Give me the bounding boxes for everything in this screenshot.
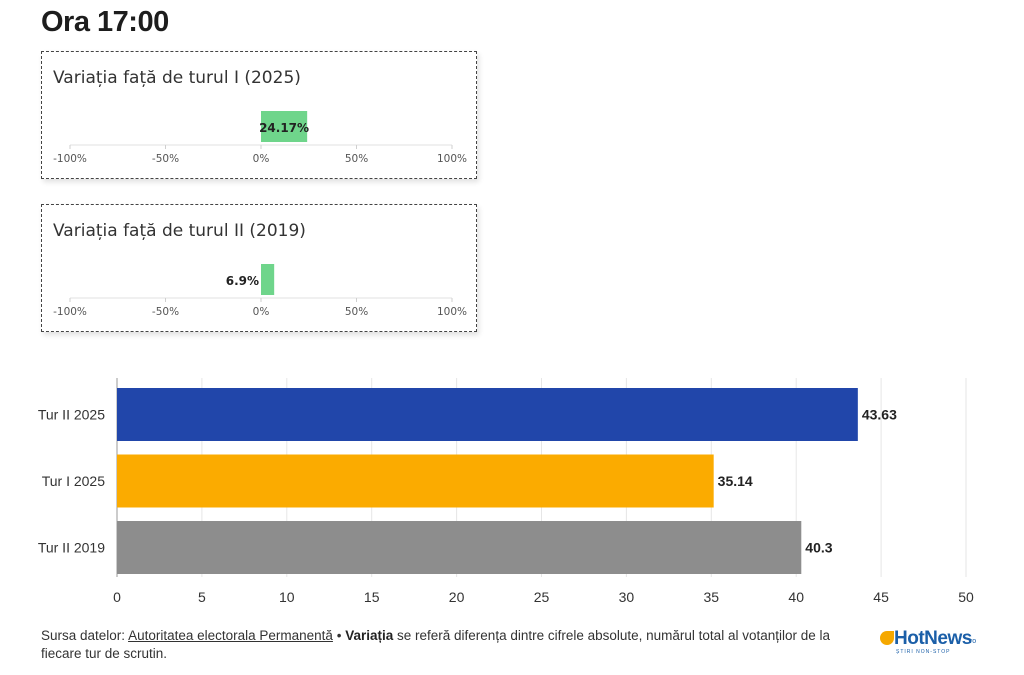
x-tick-label: 0% — [253, 153, 270, 165]
x-tick-label: 25 — [534, 589, 550, 605]
source-link[interactable]: Autoritatea electorala Permanentă — [128, 628, 333, 643]
hotnews-logo[interactable]: HotNews .ro ȘTIRI NON-STOP — [880, 628, 980, 658]
variation-value-label: 6.9% — [226, 274, 259, 288]
x-tick-label: 0% — [253, 306, 270, 318]
turnout-bar-chart: 0 5 10 15 20 25 30 35 40 45 50 Tur II 2025 43.63 Tur … — [38, 378, 974, 605]
variation-card-round2: Variația față de turul II (2019) -100% -5… — [41, 204, 477, 332]
x-tick-label: 100% — [437, 153, 467, 165]
x-tick-label: -100% — [53, 306, 87, 318]
logo-name: HotNews — [894, 628, 972, 649]
x-tick-label: 5 — [198, 589, 206, 605]
x-tick-label: 0 — [113, 589, 121, 605]
x-tick-label: -50% — [152, 153, 179, 165]
x-tick-label: 50% — [345, 153, 368, 165]
data-label: 35.14 — [718, 473, 753, 489]
x-tick-label: 50 — [958, 589, 974, 605]
bar — [117, 521, 802, 574]
logo-mark-icon — [880, 631, 894, 645]
variation-term: Variația — [345, 628, 394, 643]
variation-chart-round1: -100% -50% 0% 50% 100% 24.17% — [53, 111, 467, 165]
x-tick-label: 30 — [619, 589, 635, 605]
footer-note-text: se referă diferența dintre cifrele absol… — [41, 628, 831, 661]
data-label: 40.3 — [805, 540, 832, 556]
card-title: Variația față de turul II (2019) — [53, 221, 306, 241]
variation-value-label: 24.17% — [259, 121, 309, 135]
x-tick-label: 45 — [873, 589, 889, 605]
card-title: Variația față de turul I (2025) — [53, 68, 301, 88]
bar — [117, 388, 858, 441]
variation-bar — [261, 264, 275, 295]
x-tick-label: 40 — [788, 589, 804, 605]
x-tick-label: 35 — [704, 589, 720, 605]
x-tick-label: 15 — [364, 589, 380, 605]
data-label: 43.63 — [862, 407, 897, 423]
x-tick-label: -50% — [152, 306, 179, 318]
x-tick-label: 100% — [437, 306, 467, 318]
x-tick-label: -100% — [53, 153, 87, 165]
variation-chart-round2: -100% -50% 0% 50% 100% 6.9% — [53, 264, 467, 318]
category-label: Tur I 2025 — [42, 473, 106, 489]
x-tick-label: 20 — [449, 589, 465, 605]
category-label: Tur II 2019 — [38, 540, 105, 556]
page-title: Ora 17:00 — [41, 6, 169, 38]
variation-bar — [261, 111, 308, 142]
logo-suffix: .ro — [968, 638, 977, 645]
category-label: Tur II 2025 — [38, 407, 105, 423]
x-tick-label: 50% — [345, 306, 368, 318]
variation-card-round1: Variația față de turul I (2025) -100% -50… — [41, 51, 477, 179]
bar — [117, 454, 714, 508]
source-prefix: Sursa datelor: — [41, 628, 126, 643]
x-tick-label: 10 — [279, 589, 295, 605]
separator: • — [336, 628, 342, 643]
logo-tagline: ȘTIRI NON-STOP — [896, 649, 951, 655]
footer-note: Sursa datelor: Autoritatea electorala Pe… — [41, 627, 853, 663]
